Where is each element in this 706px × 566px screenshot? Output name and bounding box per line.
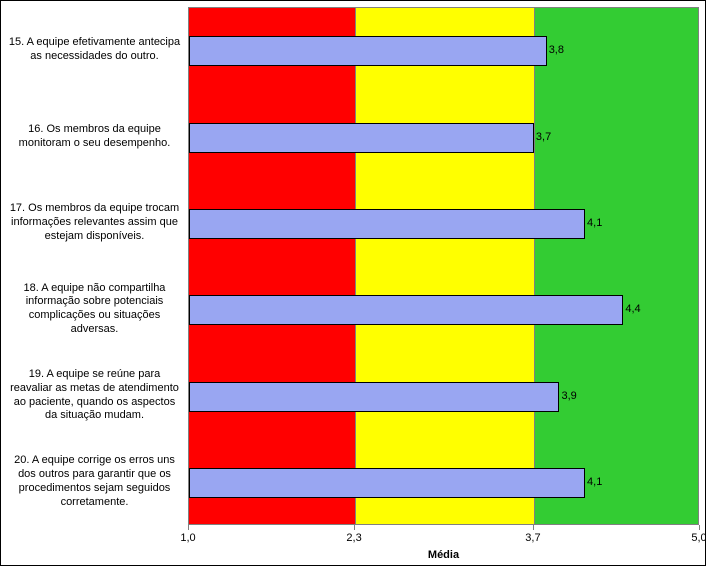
x-tick-mark <box>533 525 534 530</box>
data-bar <box>189 209 585 239</box>
bar-value-label: 3,8 <box>549 44 564 56</box>
category-label: 15. A equipe efetivamente antecipa as ne… <box>7 10 182 90</box>
bar-value-label: 4,1 <box>587 476 602 488</box>
x-tick-mark <box>188 525 189 530</box>
x-tick-label: 3,7 <box>525 532 540 544</box>
category-label: 20. A equipe corrige os erros uns dos ou… <box>7 442 182 522</box>
x-tick-mark <box>354 525 355 530</box>
data-bar <box>189 468 585 498</box>
data-bar <box>189 295 623 325</box>
background-zone <box>355 8 534 524</box>
category-label: 17. Os membros da equipe trocam informaç… <box>7 183 182 263</box>
background-zone <box>534 8 699 524</box>
data-bar <box>189 382 559 412</box>
bar-value-label: 4,1 <box>587 217 602 229</box>
category-label: 16. Os membros da equipe monitoram o seu… <box>7 97 182 177</box>
plot-area: 3,8 3,7 4,1 4,4 3,9 4,1 <box>188 7 699 525</box>
bar-value-label: 4,4 <box>625 303 640 315</box>
x-tick-label: 5,0 <box>691 532 706 544</box>
gridline <box>355 8 356 524</box>
x-tick-label: 2,3 <box>346 532 361 544</box>
x-axis-title: Média <box>428 549 459 561</box>
x-tick-mark <box>699 525 700 530</box>
data-bar <box>189 36 547 66</box>
background-zone <box>189 8 355 524</box>
x-tick-label: 1,0 <box>180 532 195 544</box>
chart-frame: 3,8 3,7 4,1 4,4 3,9 4,1 15. A equipe efetivame… <box>0 0 706 566</box>
data-bar <box>189 123 534 153</box>
category-label: 18. A equipe não compartilha informação … <box>7 269 182 349</box>
gridline <box>534 8 535 524</box>
bar-value-label: 3,9 <box>561 390 576 402</box>
category-label: 19. A equipe se reúne para reavaliar as … <box>7 356 182 436</box>
bar-value-label: 3,7 <box>536 131 551 143</box>
